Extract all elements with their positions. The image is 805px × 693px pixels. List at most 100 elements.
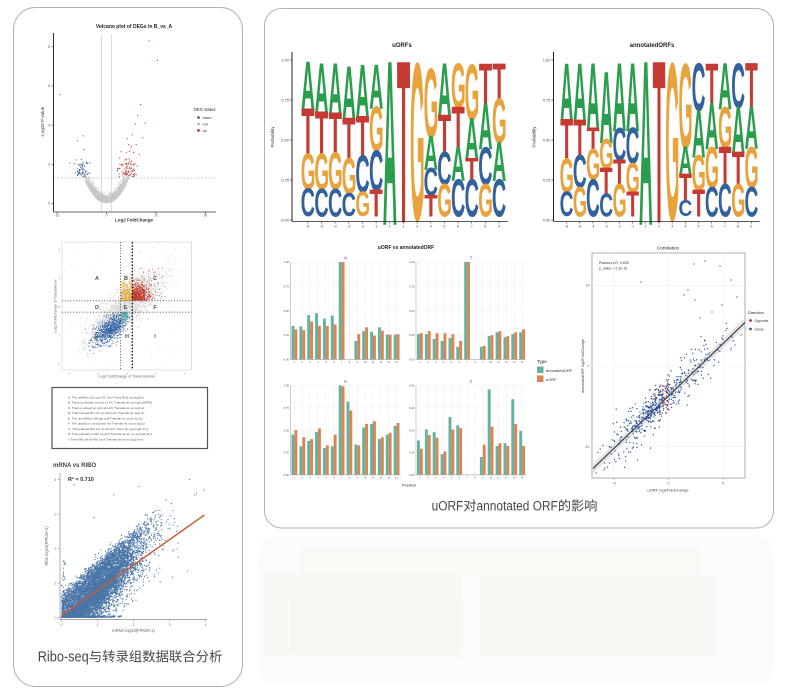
svg-text:-5: -5	[320, 225, 323, 229]
svg-text:p_value < 2.2e-16: p_value < 2.2e-16	[599, 267, 627, 271]
svg-text:4: 4	[317, 362, 319, 364]
svg-text:8: 8	[737, 225, 739, 229]
svg-text:E: The up ahRfo p (Rcup) and T: E: The up ahRfo p (Rcup) and Translat no…	[68, 416, 143, 420]
svg-text:7: 7	[341, 362, 343, 364]
svg-text:C: C	[731, 50, 745, 122]
svg-text:D: D	[95, 305, 99, 311]
svg-text:annotatedORFs: annotatedORFs	[630, 43, 675, 49]
svg-text:A: A	[586, 44, 600, 154]
svg-text:A: A	[328, 48, 342, 133]
svg-text:0.00: 0.00	[284, 473, 290, 477]
svg-text:H: H	[125, 334, 129, 340]
svg-text:1: 1	[294, 362, 296, 364]
svg-text:-4: -4	[334, 225, 337, 229]
svg-text:5: 5	[698, 225, 700, 229]
svg-text:T: T	[560, 108, 573, 173]
svg-text:T: T	[452, 94, 465, 162]
svg-text:A: A	[315, 49, 329, 131]
svg-text:5: 5	[325, 477, 327, 479]
svg-text:11: 11	[497, 477, 500, 479]
svg-text:7: 7	[724, 225, 726, 229]
svg-text:10: 10	[489, 362, 492, 364]
svg-text:G: G	[301, 144, 316, 201]
svg-text:C: C	[342, 186, 356, 224]
svg-text:12: 12	[505, 477, 508, 479]
svg-text:G: G	[692, 146, 706, 203]
svg-text:C: C	[314, 180, 328, 226]
svg-text:A: A	[639, 12, 653, 276]
svg-text:annotated ORF: annotated ORF	[477, 497, 558, 513]
svg-text:I: Trans Rfo ab dn Rfo up a Tr: I: Trans Rfo ab dn Rfo up a Translat ab …	[68, 437, 144, 441]
svg-text:G: G	[344, 379, 347, 383]
svg-text:0: 0	[48, 202, 50, 206]
svg-text:F: F	[153, 305, 157, 311]
svg-text:-Log10 P-value: -Log10 P-value	[40, 106, 45, 137]
svg-text:G: Trans ahead Rfo Lfc up ab L: G: Trans ahead Rfo Lfc up ab LFC Trans d…	[68, 427, 148, 431]
svg-text:4: 4	[317, 477, 319, 479]
svg-text:G: G	[678, 39, 692, 176]
svg-text:0.00: 0.00	[543, 217, 552, 222]
svg-text:G: G	[314, 144, 329, 201]
svg-text:1: 1	[389, 225, 391, 229]
svg-text:7: 7	[466, 477, 468, 479]
svg-text:5: 5	[451, 477, 453, 479]
svg-text:11: 11	[372, 477, 375, 479]
svg-text:4: 4	[204, 623, 206, 627]
svg-text:C: C	[465, 167, 479, 228]
svg-text:0.00: 0.00	[409, 358, 415, 362]
svg-text:0.50: 0.50	[284, 428, 290, 432]
svg-text:C: C	[328, 180, 342, 226]
svg-text:C: C	[437, 141, 451, 194]
svg-text:R² = 0.710: R² = 0.710	[68, 476, 94, 483]
svg-text:A: A	[692, 95, 706, 173]
svg-text:0.65: 0.65	[409, 384, 415, 388]
svg-text:G: G	[731, 174, 745, 227]
svg-text:0: 0	[668, 482, 670, 486]
svg-text:10: 10	[364, 362, 367, 364]
svg-text:1: 1	[96, 623, 98, 627]
svg-text:T: T	[370, 182, 383, 225]
svg-text:-2: -2	[67, 372, 70, 376]
svg-text:-1: -1	[631, 225, 634, 229]
svg-text:A: A	[369, 52, 383, 124]
svg-text:T: T	[438, 103, 451, 165]
svg-text:T: T	[587, 121, 600, 156]
svg-text:0.75: 0.75	[409, 284, 415, 288]
svg-text:5: 5	[722, 482, 724, 486]
svg-text:B: B	[124, 276, 128, 282]
svg-text:1: 1	[54, 581, 56, 585]
svg-text:G: G	[328, 140, 343, 201]
svg-text:C: C	[478, 135, 492, 196]
svg-text:0.16: 0.16	[409, 451, 415, 455]
svg-text:D: Trans ahead Rfo Lfc up (ab): D: Trans ahead Rfo Lfc up (ab) LFC Trans…	[68, 411, 145, 415]
svg-text:4: 4	[430, 225, 432, 229]
svg-text:G: G	[612, 174, 626, 227]
svg-text:Log2 FoldChange of Translatome: Log2 FoldChange of Translatome	[54, 279, 58, 332]
svg-text:T: T	[573, 108, 586, 169]
svg-text:A: A	[626, 44, 640, 154]
svg-text:6: 6	[333, 362, 335, 364]
svg-text:1: 1	[645, 225, 647, 229]
svg-text:6: 6	[333, 477, 335, 479]
svg-text:G: G	[342, 149, 357, 206]
svg-text:13: 13	[387, 477, 390, 479]
svg-text:20: 20	[204, 214, 208, 218]
svg-text:6: 6	[48, 84, 50, 88]
svg-text:13: 13	[387, 362, 390, 364]
svg-text:2: 2	[302, 362, 304, 364]
svg-text:2: 2	[427, 362, 429, 364]
svg-text:0.25: 0.25	[284, 451, 290, 455]
svg-text:2: 2	[658, 225, 660, 229]
svg-text:DEG status: DEG status	[194, 107, 215, 112]
svg-text:9: 9	[498, 225, 500, 229]
svg-text:8: 8	[474, 362, 476, 364]
svg-text:-1: -1	[58, 333, 61, 337]
svg-text:C: C	[586, 167, 600, 228]
svg-text:-10: -10	[584, 445, 589, 449]
svg-text:0.33: 0.33	[409, 428, 415, 432]
svg-text:0.75: 0.75	[543, 97, 552, 102]
svg-text:0.00: 0.00	[284, 358, 290, 362]
svg-text:Opposite: Opposite	[755, 319, 769, 323]
svg-text:10: 10	[364, 477, 367, 479]
svg-text:annotatedORF: annotatedORF	[546, 368, 573, 373]
